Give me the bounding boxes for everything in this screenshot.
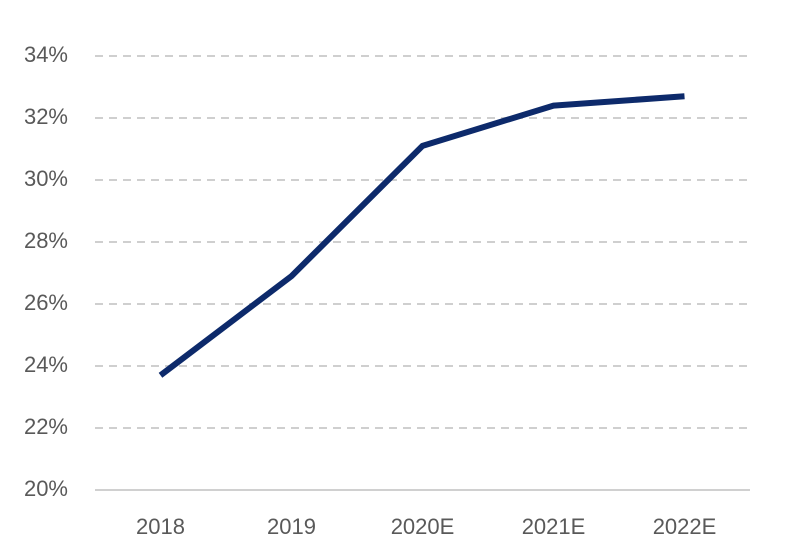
x-tick-label: 2018 bbox=[136, 514, 185, 539]
y-tick-label: 30% bbox=[24, 166, 68, 191]
y-tick-label: 20% bbox=[24, 476, 68, 501]
y-tick-label: 22% bbox=[24, 414, 68, 439]
x-tick-label: 2019 bbox=[267, 514, 316, 539]
y-tick-label: 26% bbox=[24, 290, 68, 315]
line bbox=[158, 93, 685, 378]
y-tick-label: 32% bbox=[24, 104, 68, 129]
y-tick-label: 34% bbox=[24, 42, 68, 67]
y-tick-label: 24% bbox=[24, 352, 68, 377]
x-tick-label: 2022E bbox=[653, 514, 717, 539]
x-tick-label: 2020E bbox=[391, 514, 455, 539]
y-tick-label: 28% bbox=[24, 228, 68, 253]
x-tick-label: 2021E bbox=[522, 514, 586, 539]
